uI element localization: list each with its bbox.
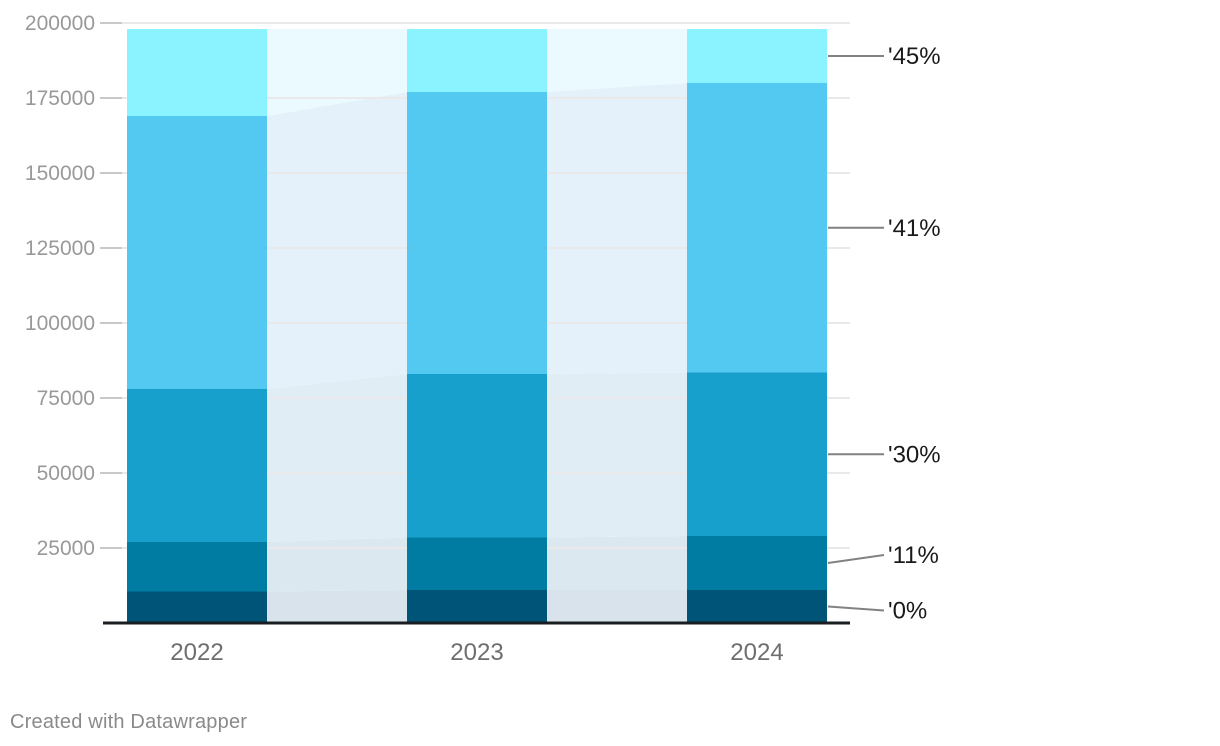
series-label: '45% [888,43,941,70]
bar-segment[interactable] [407,29,547,92]
connector-area [267,374,407,542]
y-tick-label: 150000 [25,162,95,185]
x-category-label: 2023 [450,639,503,666]
bar-segment[interactable] [407,590,547,623]
bar-segment[interactable] [687,590,827,623]
connector-area [267,29,407,116]
bar-segment[interactable] [127,542,267,592]
bar-segment[interactable] [687,372,827,537]
connector-area [547,372,687,538]
y-tick-label: 75000 [37,387,95,410]
bar-segment[interactable] [687,536,827,590]
connector-area [267,92,407,389]
connector-area [547,83,687,374]
bar-segment[interactable] [687,29,827,83]
series-label: '41% [888,215,941,242]
label-connector-line [827,605,885,612]
bar-segment[interactable] [127,116,267,389]
bar-segment[interactable] [127,29,267,116]
x-category-label: 2024 [730,639,783,666]
connector-area [547,536,687,590]
bar-segment[interactable] [687,83,827,373]
bar-segment[interactable] [407,374,547,538]
connector-area [267,590,407,623]
y-tick-label: 125000 [25,237,95,260]
connector-area [547,29,687,92]
datawrapper-credit-link[interactable]: Created with Datawrapper [10,711,248,733]
series-label: '30% [888,441,941,468]
bar-segment[interactable] [407,537,547,591]
y-tick-label: 25000 [37,537,95,560]
bar-segment[interactable] [407,92,547,374]
x-category-label: 2022 [170,639,223,666]
series-label: '11% [888,542,939,569]
connector-area [547,590,687,623]
connector-area [267,537,407,592]
bar-segment[interactable] [127,591,267,624]
y-tick-label: 175000 [25,87,95,110]
y-tick-label: 100000 [25,312,95,335]
series-label: '0% [888,598,927,625]
y-tick-label: 50000 [37,462,95,485]
bar-segment[interactable] [127,389,267,542]
label-connector-line [827,554,885,564]
y-tick-label: 200000 [25,12,95,35]
